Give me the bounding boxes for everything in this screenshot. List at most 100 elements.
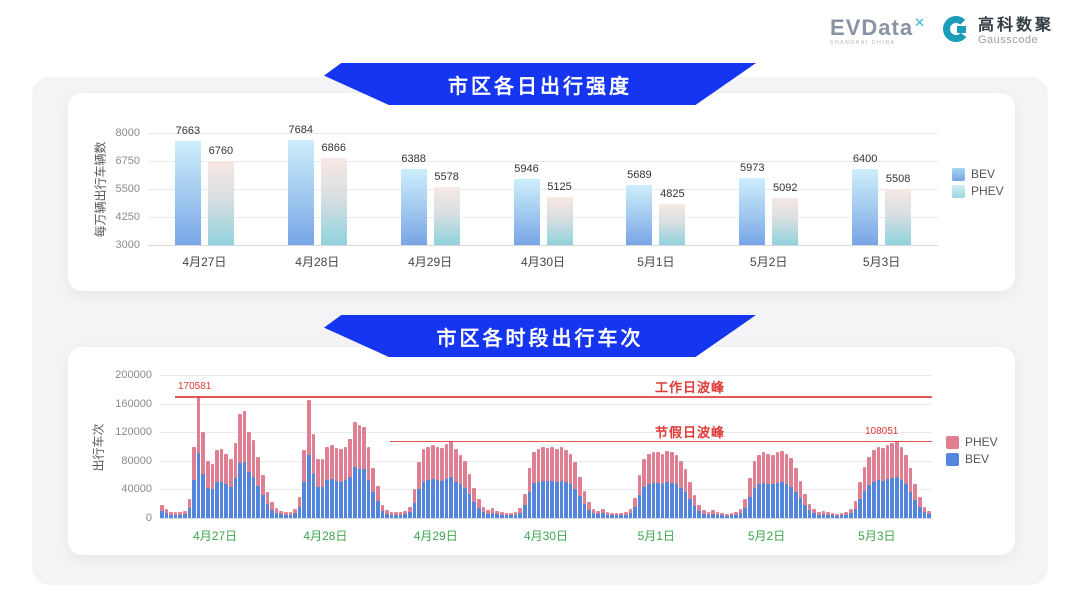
phev-segment [242,410,247,462]
bev-segment [564,482,568,518]
phev-segment [408,506,412,512]
bev-segment [587,509,591,518]
bar-value-label: 5125 [547,181,572,194]
hour-bar [205,460,210,518]
hour-bar [908,467,913,518]
hour-bar [895,440,899,518]
phev-segment [899,446,904,481]
header-logos: EVData✕ SHANGHAI CHINA 高科数聚 Gausscode [830,14,1054,49]
phev-segment [228,459,233,488]
phev-segment [578,476,582,496]
hour-bar [637,475,642,518]
bev-segment [302,482,306,518]
hour-bar [858,482,862,518]
bar-bev: 7663 [174,125,201,245]
evdata-logo: EVData✕ SHANGHAI CHINA [830,16,925,46]
phev-segment [458,455,463,485]
phev-segment [279,510,284,515]
bev-segment [375,500,380,518]
hour-bar [555,449,559,518]
legend-item-bev[interactable]: BEV [946,452,998,466]
hour-bar [839,513,844,518]
phev-segment [348,439,352,477]
hour-bar [293,509,297,518]
hour-bar [210,463,215,518]
hourly-trips-x-axis: 4月27日 4月28日 4月29日 4月30日 5月1日 5月2日 5月3日 [160,527,932,544]
bev-segment [904,484,908,518]
bev-segment [288,514,293,518]
legend-item-bev[interactable]: BEV [952,167,1004,181]
hour-bar [922,506,927,518]
phev-segment [775,452,780,483]
phev-segment [426,446,431,481]
hour-bar [807,503,812,518]
phev-segment [527,467,532,492]
phev-segment [780,450,784,483]
bev-segment [192,480,196,518]
hour-bar [224,453,228,518]
hour-bar [780,450,784,518]
bev-segment [256,485,261,518]
bev-segment [738,513,743,518]
hour-bar [215,450,219,518]
hour-bar [274,508,279,518]
phev-segment [867,456,872,486]
bev-segment [927,514,931,518]
bev-segment [770,484,775,518]
hour-bar [844,512,849,518]
hour-bar [743,499,747,518]
phev-segment [187,498,192,508]
hour-bar [270,502,274,518]
hourly-trips-plot: 工作日波峰 170581 节假日波峰 108051 [160,375,932,519]
peak-label: 工作日波峰 [655,380,726,395]
bev-segment [279,514,284,518]
legend-item-phev[interactable]: PHEV [946,435,998,449]
phev-segment [633,498,637,508]
hour-bar [729,513,734,518]
x-tick-label: 5月2日 [747,529,786,543]
hour-bar [431,445,435,518]
phev-segment [173,512,178,515]
hour-bar [192,446,196,518]
bev-segment [610,515,614,518]
hour-bar [371,467,375,518]
hour-bar [334,447,339,518]
legend-item-phev[interactable]: PHEV [952,184,1004,198]
bev-segment [311,473,316,518]
hour-bar [288,511,293,518]
hour-bar [169,511,173,518]
bar-group-5月1日: 5689 4825 [599,169,712,245]
bev-segment [573,488,578,518]
phev-segment [908,467,913,492]
hour-bar [320,459,325,518]
phev-segment [297,496,302,507]
bev-segment [789,486,793,518]
hour-bar [329,445,334,518]
bev-segment [876,480,881,518]
bev-segment [476,508,481,518]
hour-bar [876,446,881,518]
phev-segment [826,512,830,515]
phev-segment [490,508,495,513]
hour-bar [362,426,366,518]
bev-segment [752,488,757,518]
bev-segment [761,483,766,518]
phev-segment [904,455,908,485]
hour-bar [164,509,169,518]
phev-segment [596,510,600,515]
phev-segment [357,425,362,469]
phev-segment [316,459,320,488]
hour-bar [476,499,481,518]
hour-bar [757,455,761,518]
hour-bar [454,449,458,518]
bev-segment [307,455,311,518]
bev-segment [862,490,867,518]
hour-bar [559,447,564,518]
phev-segment [692,495,697,506]
bev-segment [431,479,435,518]
hour-bar [417,462,421,518]
hour-bar [633,498,637,518]
phev-segment [697,505,702,512]
peak-value: 108051 [865,425,899,437]
bev-segment [559,480,564,518]
